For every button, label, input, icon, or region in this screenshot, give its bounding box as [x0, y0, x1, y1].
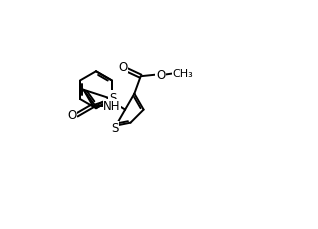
Text: O: O [118, 60, 127, 73]
Text: S: S [109, 92, 116, 104]
Text: CH₃: CH₃ [172, 69, 193, 79]
Text: NH: NH [103, 100, 121, 113]
Text: O: O [156, 69, 165, 82]
Text: O: O [67, 109, 77, 122]
Text: S: S [111, 122, 119, 135]
